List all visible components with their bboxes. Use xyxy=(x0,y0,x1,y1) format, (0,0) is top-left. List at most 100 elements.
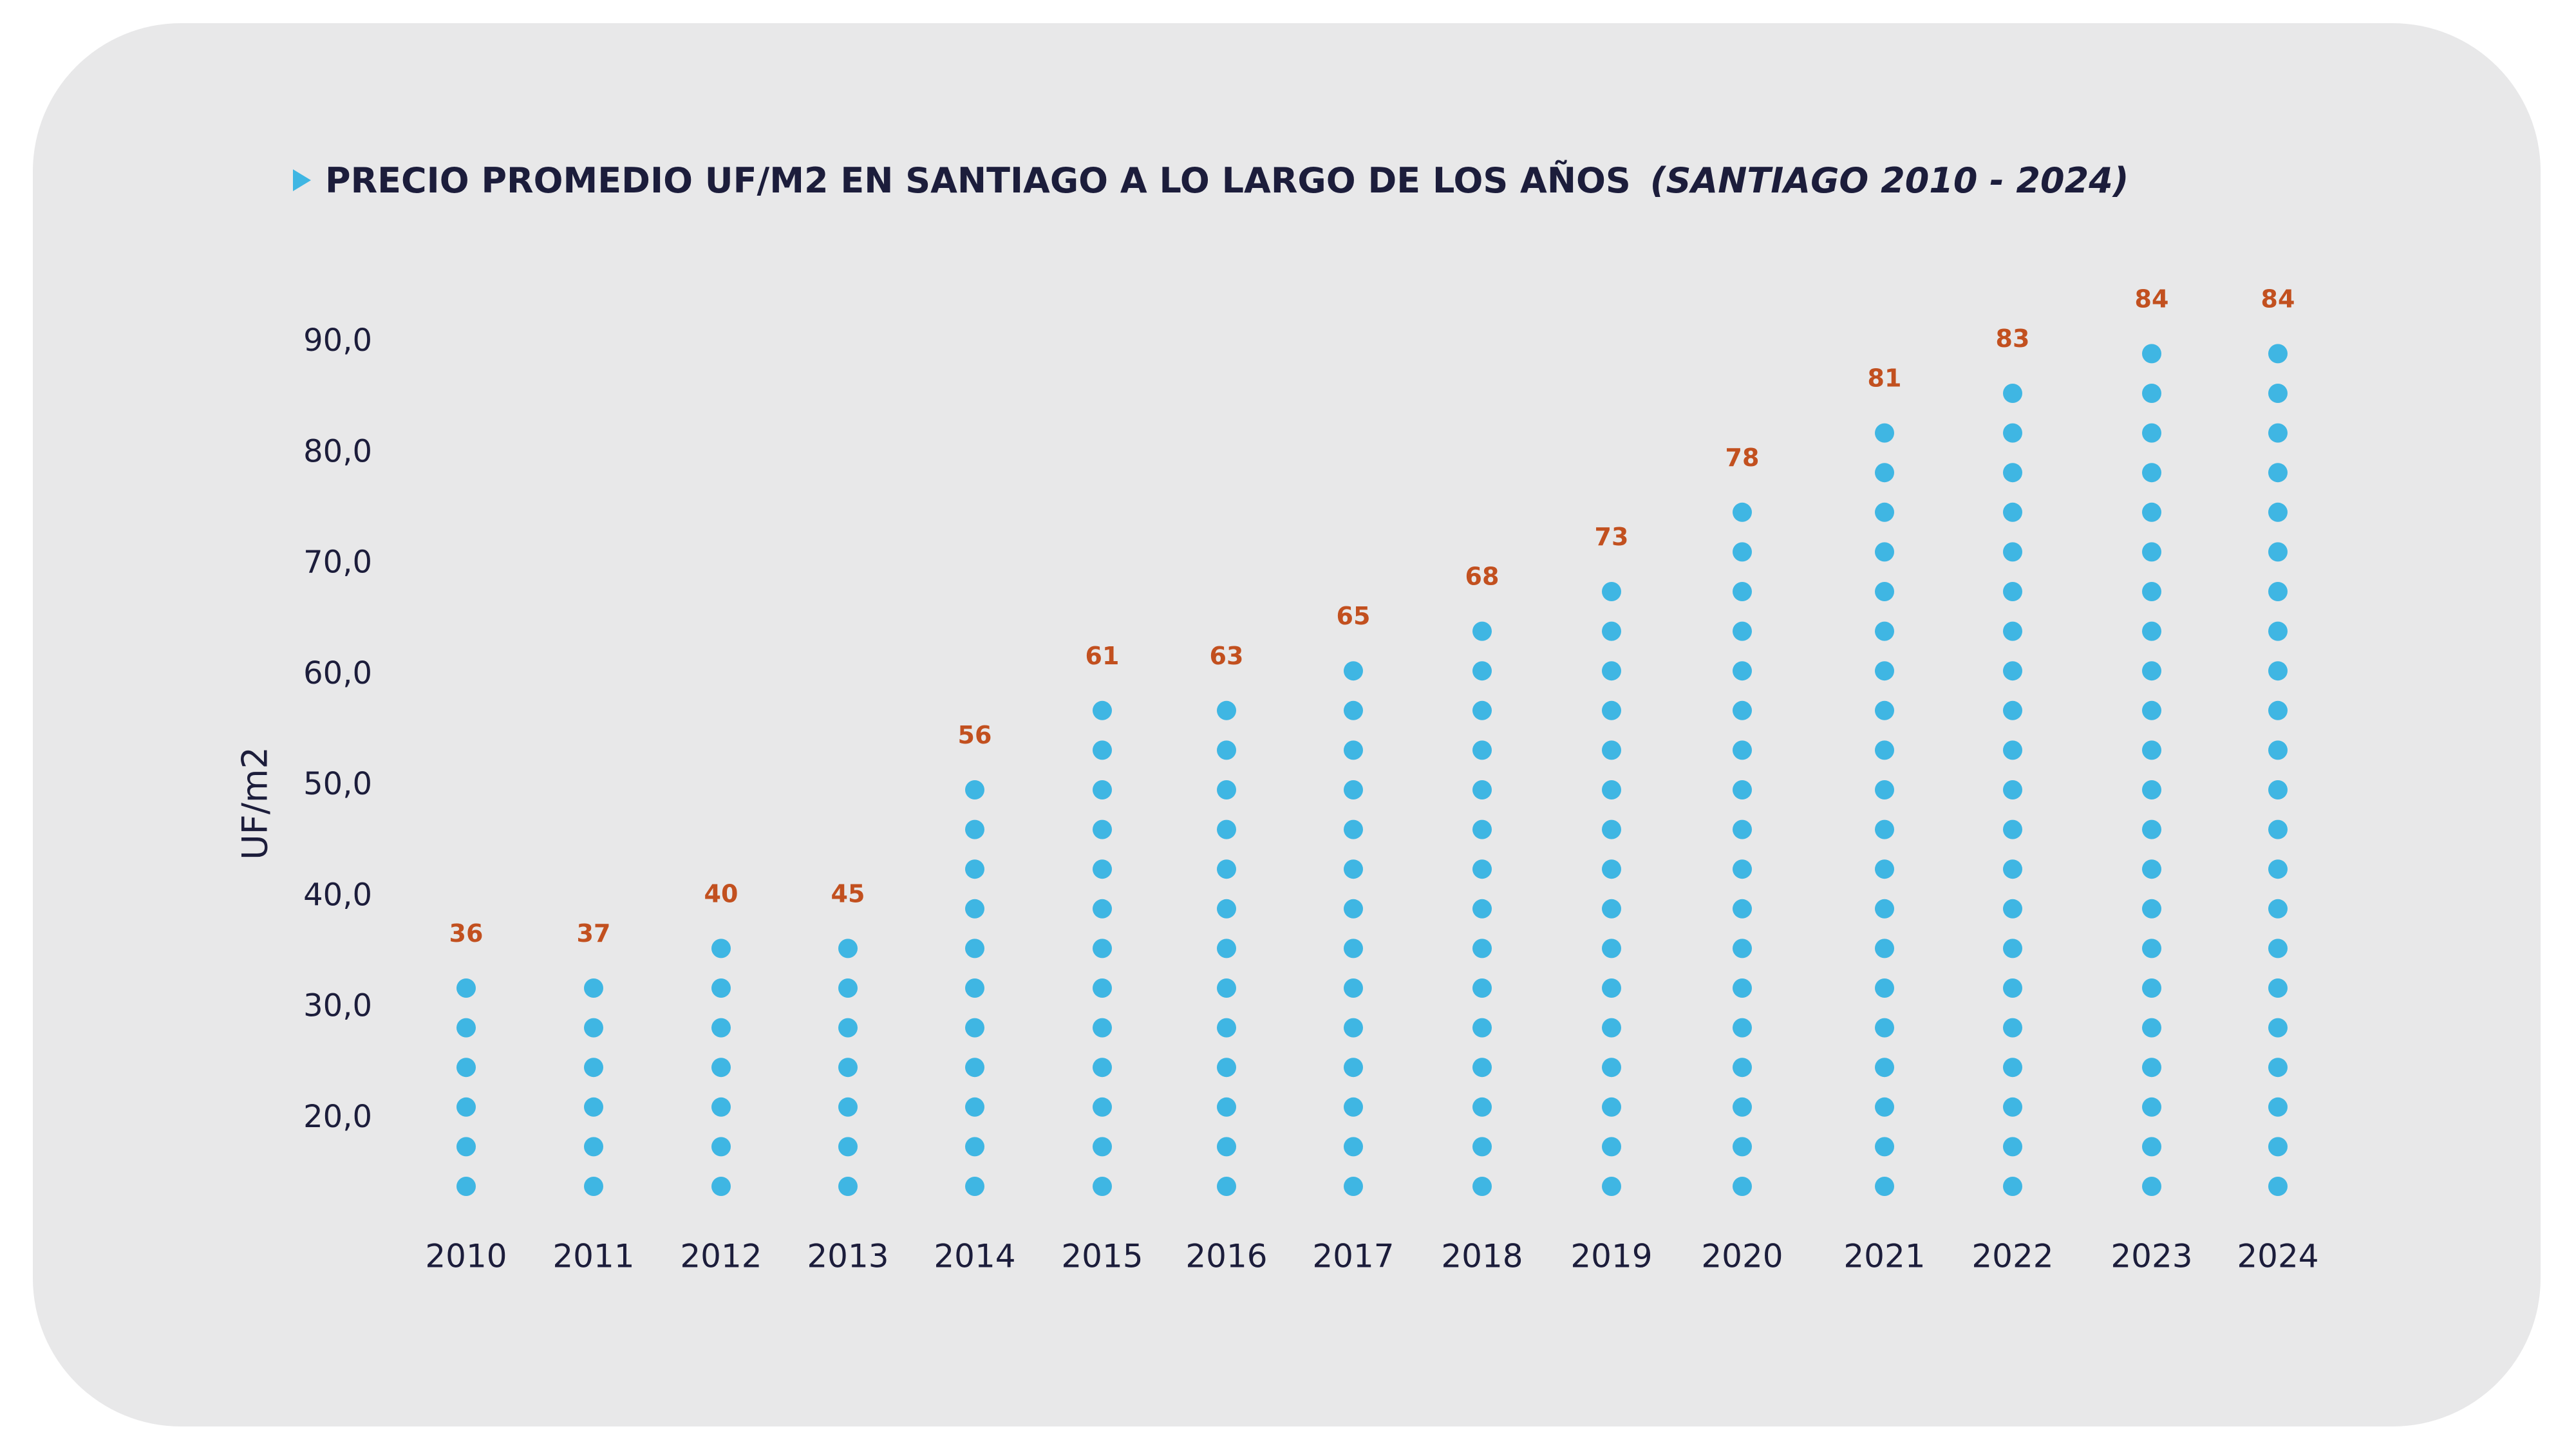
data-dot xyxy=(1875,819,1894,839)
data-dot xyxy=(2142,780,2161,799)
data-dot xyxy=(1472,819,1492,839)
data-dot xyxy=(2142,740,2161,760)
data-dot xyxy=(965,939,984,958)
data-dot xyxy=(1093,939,1112,958)
data-dot xyxy=(1344,1137,1363,1157)
data-dot xyxy=(1733,582,1752,601)
data-dot xyxy=(2003,740,2022,760)
data-dot xyxy=(2003,502,2022,522)
data-dot xyxy=(1217,1097,1236,1117)
data-dot xyxy=(2003,661,2022,681)
x-tick-label: 2015 xyxy=(1061,1238,1143,1275)
y-tick-label: 80,0 xyxy=(303,433,372,469)
x-tick-label: 2016 xyxy=(1185,1238,1267,1275)
data-dot xyxy=(1733,1018,1752,1038)
data-dot xyxy=(2268,819,2288,839)
data-dot xyxy=(1733,819,1752,839)
data-dot xyxy=(965,819,984,839)
data-dot xyxy=(838,978,858,998)
data-dot xyxy=(1602,740,1621,760)
data-value-label: 84 xyxy=(2261,285,2295,313)
data-dot xyxy=(1217,939,1236,958)
data-dot xyxy=(1733,740,1752,760)
data-dot xyxy=(1472,1137,1492,1157)
data-dot xyxy=(1217,740,1236,760)
data-dot xyxy=(2003,582,2022,601)
data-dot xyxy=(838,1058,858,1078)
x-tick-label: 2023 xyxy=(2111,1238,2192,1275)
data-dot xyxy=(2142,1137,2161,1157)
data-dot xyxy=(1472,740,1492,760)
data-dot xyxy=(2268,1177,2288,1196)
data-dot xyxy=(1093,978,1112,998)
data-dot xyxy=(1875,700,1894,720)
data-dot xyxy=(1602,661,1621,681)
data-dot xyxy=(965,1058,984,1078)
data-dot xyxy=(2142,621,2161,641)
data-dot xyxy=(2142,384,2161,403)
data-dot xyxy=(1602,859,1621,879)
chart-title-row: PRECIO PROMEDIO UF/M2 EN SANTIAGO A LO L… xyxy=(293,158,2129,203)
data-dot xyxy=(1602,1058,1621,1078)
data-dot xyxy=(2268,780,2288,799)
data-dot xyxy=(2142,1058,2161,1078)
data-dot xyxy=(1217,1177,1236,1196)
data-dot xyxy=(2142,1097,2161,1117)
data-dot xyxy=(1472,621,1492,641)
data-dot xyxy=(1875,740,1894,760)
data-value-label: 37 xyxy=(577,919,611,948)
data-dot xyxy=(584,1058,603,1078)
data-dot xyxy=(1733,1058,1752,1078)
data-dot xyxy=(2142,978,2161,998)
y-tick-label: 40,0 xyxy=(303,877,372,913)
data-dot xyxy=(1733,1177,1752,1196)
data-dot xyxy=(456,1177,476,1196)
y-tick-label: 90,0 xyxy=(303,323,372,359)
data-dot xyxy=(1875,1058,1894,1078)
data-dot xyxy=(1344,978,1363,998)
data-dot xyxy=(1602,700,1621,720)
data-dot xyxy=(2268,939,2288,958)
data-dot xyxy=(2268,344,2288,364)
data-dot xyxy=(456,1137,476,1157)
data-dot xyxy=(965,859,984,879)
data-dot xyxy=(1472,1058,1492,1078)
data-dot xyxy=(1733,542,1752,562)
data-dot xyxy=(456,1018,476,1038)
data-dot xyxy=(1602,1137,1621,1157)
data-dot xyxy=(2268,1137,2288,1157)
data-dot xyxy=(1093,700,1112,720)
data-dot xyxy=(1875,1137,1894,1157)
y-tick-label: 50,0 xyxy=(303,766,372,802)
data-dot xyxy=(2003,819,2022,839)
data-dot xyxy=(2003,423,2022,443)
data-dot xyxy=(2142,502,2161,522)
data-dot xyxy=(2268,463,2288,483)
data-value-label: 84 xyxy=(2135,285,2169,313)
data-dot xyxy=(711,1137,731,1157)
x-tick-label: 2018 xyxy=(1441,1238,1523,1275)
data-dot xyxy=(2003,700,2022,720)
data-value-label: 40 xyxy=(704,879,738,908)
data-dot xyxy=(1472,939,1492,958)
data-dot xyxy=(1602,819,1621,839)
data-dot xyxy=(1875,542,1894,562)
data-dot xyxy=(1733,859,1752,879)
data-dot xyxy=(2003,1058,2022,1078)
data-value-label: 61 xyxy=(1086,642,1120,670)
data-dot xyxy=(711,1018,731,1038)
data-dot xyxy=(2268,542,2288,562)
data-dot xyxy=(1344,899,1363,919)
data-dot xyxy=(838,939,858,958)
data-dot xyxy=(1472,899,1492,919)
data-dot xyxy=(1217,859,1236,879)
data-dot xyxy=(1093,780,1112,799)
data-value-label: 36 xyxy=(449,919,484,948)
data-dot xyxy=(584,1018,603,1038)
data-dot xyxy=(2268,1018,2288,1038)
data-dot xyxy=(965,978,984,998)
data-dot xyxy=(2142,939,2161,958)
data-dot xyxy=(1875,423,1894,443)
data-dot xyxy=(1602,582,1621,601)
